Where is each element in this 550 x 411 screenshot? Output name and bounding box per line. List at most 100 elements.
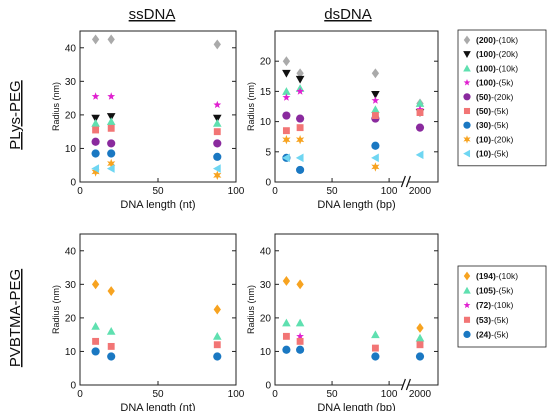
data-point — [213, 139, 222, 148]
y-axis-label: Radius (nm) — [51, 285, 61, 334]
panel-3: 0 10 20 30 40 0 50 100 2000 DNA length (bp) Radius… — [246, 233, 439, 411]
data-point — [107, 92, 116, 100]
legend-entry-bold: (24) — [476, 329, 491, 339]
x-tick-label: 50 — [152, 186, 164, 197]
data-point — [213, 352, 222, 361]
data-point — [107, 139, 116, 148]
data-point-break — [415, 99, 425, 107]
data-point — [213, 170, 222, 180]
data-point — [282, 69, 291, 78]
data-point — [91, 92, 100, 100]
x-tick-label: 100 — [381, 389, 398, 400]
x-break-tick-label: 2000 — [409, 389, 432, 400]
data-point — [371, 352, 380, 361]
data-point — [212, 118, 222, 127]
y-tick-label: 0 — [265, 381, 271, 392]
x-tick-label: 50 — [152, 389, 164, 400]
y-tick-label: 0 — [70, 178, 76, 189]
axes-frame — [79, 233, 237, 386]
data-point — [212, 114, 222, 123]
data-point — [91, 114, 100, 123]
legend-marker — [463, 51, 471, 58]
legend-entry-bold: (72) — [476, 300, 491, 310]
data-point — [296, 279, 304, 290]
legend-entry-rest: -(20k) — [496, 49, 518, 59]
data-point — [107, 124, 115, 132]
legend-entry-bold: (10) — [476, 149, 491, 159]
legend-marker — [463, 286, 471, 294]
data-point — [282, 111, 291, 120]
data-point — [282, 87, 291, 95]
y-tick-label: 15 — [260, 87, 272, 98]
data-point — [296, 332, 304, 340]
data-point — [282, 276, 291, 286]
legend-marker — [463, 121, 471, 129]
series-3 — [91, 347, 222, 361]
legend-entry: (105)-(5k) — [476, 286, 513, 296]
y-tick-label: 20 — [260, 57, 272, 68]
legend-marker — [463, 316, 471, 323]
y-tick-label: 10 — [65, 144, 77, 155]
x-axis-label: DNA length (nt) — [120, 402, 195, 411]
axis-break — [400, 175, 411, 188]
y-tick-label: 20 — [65, 313, 77, 324]
data-point — [91, 279, 100, 290]
data-point — [91, 118, 100, 127]
x-tick-label: 0 — [77, 389, 83, 400]
legend-entry-bold: (50) — [476, 92, 491, 102]
series-2 — [91, 117, 222, 127]
legend-box — [457, 265, 547, 348]
series-0 — [282, 56, 424, 109]
legend-1: (194)-(10k)(105)-(5k)(72)-(10k)(53)-(5k)… — [457, 265, 547, 348]
legend-marker — [463, 64, 471, 72]
data-point-break — [415, 123, 425, 132]
data-point — [213, 152, 222, 161]
legend-entry-bold: (194) — [476, 271, 496, 281]
row-title-pvbtma: PVBTMA-PEG — [7, 269, 24, 367]
data-point — [92, 126, 100, 134]
row-title-plys: PLys-PEG — [7, 80, 24, 149]
legend-entry-bold: (105) — [476, 286, 496, 296]
y-axis-label: Radius (nm) — [246, 82, 256, 131]
data-point — [371, 162, 380, 172]
data-point — [282, 153, 290, 163]
data-point — [91, 347, 100, 356]
series-2 — [282, 84, 425, 113]
data-point — [295, 153, 304, 163]
data-point — [91, 149, 100, 158]
y-tick-label: 10 — [65, 347, 77, 358]
x-tick-label: 100 — [381, 186, 398, 197]
legend-marker — [463, 35, 471, 45]
data-point — [371, 141, 380, 150]
legend-marker — [463, 330, 471, 339]
legend-entry-bold: (200) — [476, 35, 496, 45]
x-tick-label: 0 — [77, 186, 83, 197]
data-point — [371, 344, 379, 352]
series-0 — [91, 279, 221, 315]
y-tick-label: 10 — [260, 347, 272, 358]
data-point — [107, 342, 115, 350]
data-point — [282, 332, 290, 340]
y-tick-label: 40 — [65, 43, 77, 54]
titles: ssDNA dsDNA PLys-PEG PVBTMA-PEG — [7, 6, 372, 367]
legend-entry: (53)-(5k) — [476, 315, 509, 325]
data-point — [212, 164, 221, 173]
data-point-break — [415, 333, 425, 342]
x-tick-label: 0 — [272, 186, 278, 197]
col-title-dsdna: dsDNA — [324, 6, 372, 23]
series-8 — [282, 150, 424, 163]
y-tick-label: 5 — [265, 147, 271, 158]
legend-entry-rest: -(5k) — [491, 315, 509, 325]
data-point — [282, 127, 290, 135]
data-point — [106, 117, 116, 126]
data-point — [107, 286, 115, 296]
series-8 — [91, 164, 221, 173]
series-4 — [282, 111, 425, 132]
legend-marker — [463, 271, 471, 281]
data-point — [282, 135, 291, 145]
data-point — [282, 318, 291, 327]
legend-0: (200)-(10k)(100)-(20k)(100)-(10k)(100)-(… — [457, 29, 547, 167]
data-point — [282, 345, 291, 354]
legend-marker — [463, 107, 471, 115]
